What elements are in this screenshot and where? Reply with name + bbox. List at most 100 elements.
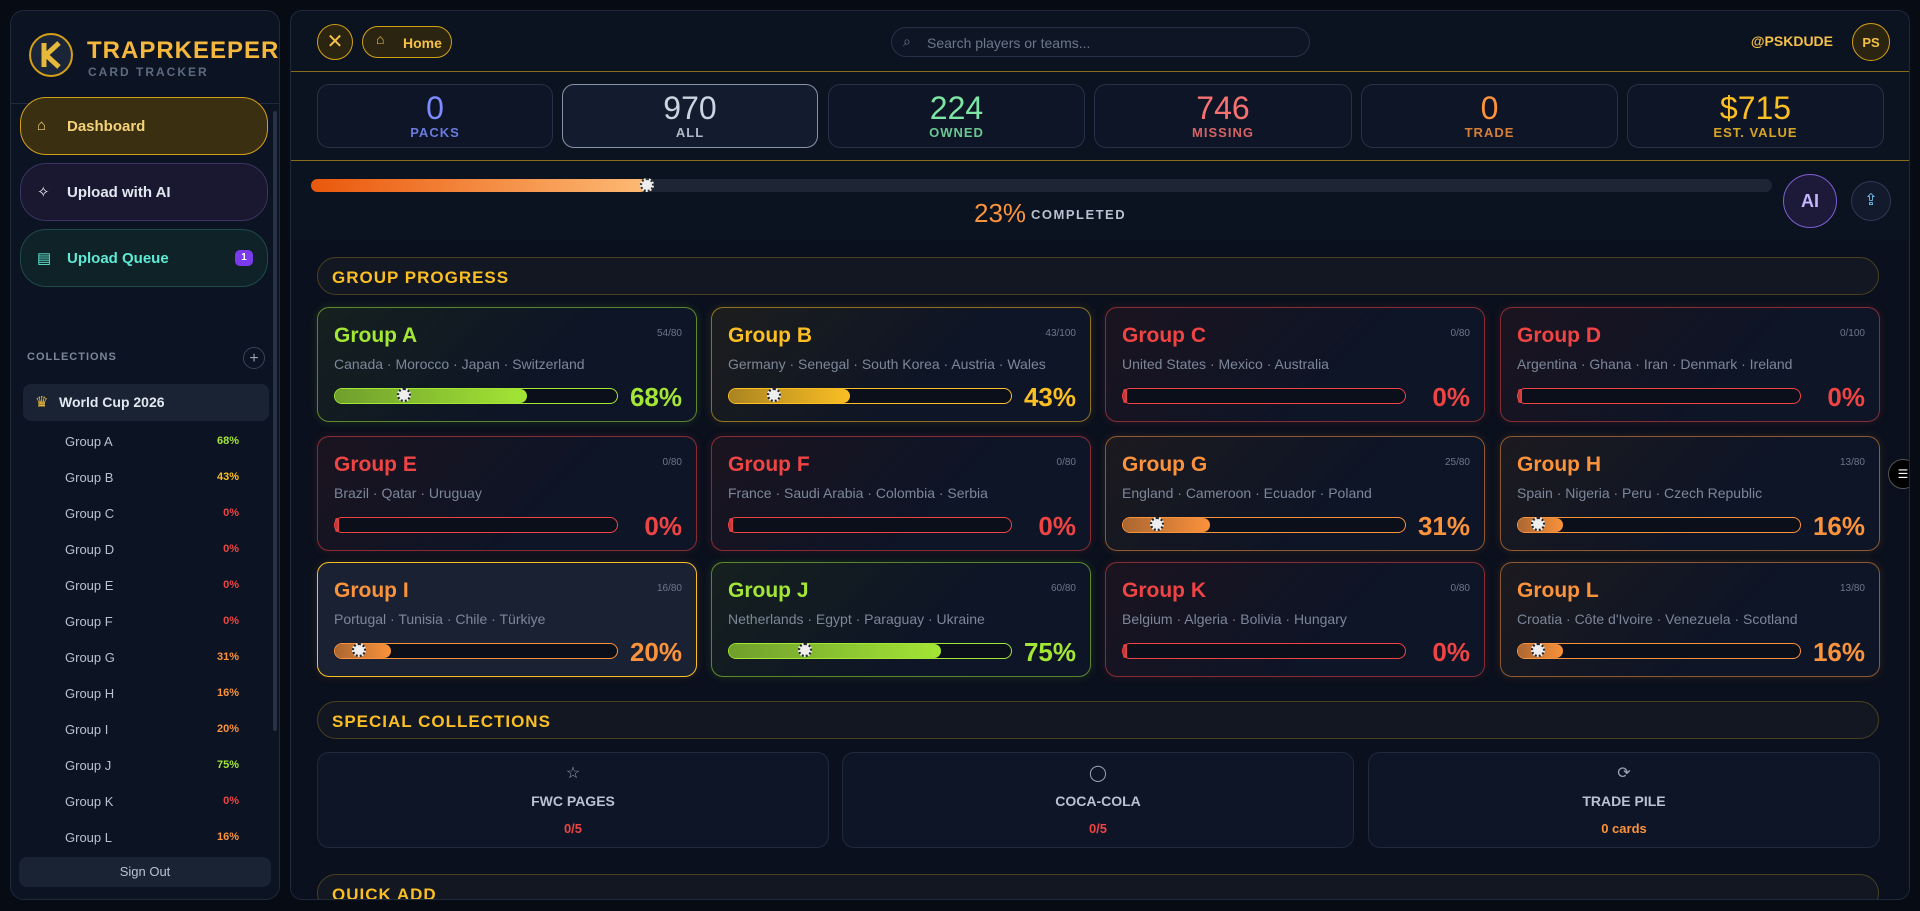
nav-item[interactable]: Upload Queue: [20, 229, 268, 287]
group-bar-fill: [729, 389, 851, 403]
group-teams: United States · Mexico · Australia: [1122, 356, 1329, 372]
sidebar-group[interactable]: Group E: [65, 578, 114, 593]
sidebar-group[interactable]: Group G: [65, 650, 115, 665]
group-pct: 0%: [644, 511, 682, 541]
badge: 1: [235, 250, 253, 266]
group-teams: England · Cameroon · Ecuador · Poland: [1122, 485, 1372, 501]
home-button[interactable]: Home: [362, 26, 452, 58]
group-pct: 75%: [1023, 637, 1076, 667]
sidebar-group[interactable]: Group J: [65, 758, 112, 773]
sidebar-group[interactable]: Group K: [65, 794, 114, 809]
sidebar-group-pct: 31%: [216, 651, 239, 663]
group-card[interactable]: Group F 0/80 France · Saudi Arabia · Colom…: [711, 436, 1091, 551]
ai-button[interactable]: AI: [1783, 174, 1837, 228]
home-icon: ⌂: [376, 31, 385, 47]
group-count: 16/80: [656, 583, 682, 594]
group-bar-fill: [729, 644, 941, 658]
collection-row[interactable]: World Cup 2026: [23, 384, 269, 421]
sidebar-group[interactable]: Group I: [65, 722, 109, 737]
group-card[interactable]: Group B 43/100 Germany · Senegal · South K…: [711, 307, 1091, 422]
nav-item[interactable]: Dashboard: [20, 97, 268, 155]
special-card[interactable]: ☆ FWC PAGES 0/5: [317, 752, 829, 848]
group-bar-fill: [1123, 518, 1211, 532]
group-card[interactable]: Group H 13/80 Spain · Nigeria · Peru · Cze…: [1500, 436, 1880, 551]
group-bar-fill: [1518, 389, 1523, 403]
stat-value: 746: [1196, 90, 1250, 126]
group-teams: Germany · Senegal · South Korea · Austri…: [728, 356, 1046, 372]
special-title: COCA-COLA: [1055, 793, 1141, 809]
sidebar-group-pct: 75%: [216, 759, 239, 771]
stat-box[interactable]: 224 OWNED: [828, 84, 1085, 148]
group-count: 0/80: [1450, 328, 1470, 339]
stat-box[interactable]: $715 EST. VALUE: [1627, 84, 1884, 148]
sidebar-group[interactable]: Group F: [65, 614, 113, 629]
special-value: 0/5: [563, 821, 583, 836]
group-card[interactable]: Group C 0/80 United States · Mexico · Aust…: [1105, 307, 1485, 422]
group-card[interactable]: Group I 16/80 Portugal · Tunisia · Chile ·…: [317, 562, 697, 677]
group-name: Group A: [334, 324, 418, 347]
group-teams: Netherlands · Egypt · Paraguay · Ukraine: [728, 611, 985, 627]
sidebar-group[interactable]: Group B: [65, 470, 114, 485]
special-card[interactable]: ◯ COCA-COLA 0/5: [842, 752, 1354, 848]
group-card[interactable]: Group J 60/80 Netherlands · Egypt · Paragu…: [711, 562, 1091, 677]
group-card[interactable]: Group L 13/80 Croatia · Côte d'Ivoire · Ve…: [1500, 562, 1880, 677]
stat-label: PACKS: [410, 125, 460, 140]
group-bar-track: [1517, 517, 1801, 533]
sidebar-group-pct: 68%: [216, 435, 239, 447]
sidebar-group[interactable]: Group A: [65, 434, 113, 449]
group-pct: 20%: [629, 637, 682, 667]
special-title: FWC PAGES: [531, 793, 615, 809]
group-pct: 43%: [1023, 382, 1076, 412]
stat-value: 970: [663, 90, 717, 126]
search-input[interactable]: Search players or teams...: [891, 27, 1310, 57]
sidebar-group-pct: 0%: [223, 615, 239, 627]
group-teams: Argentina · Ghana · Iran · Denmark · Ire…: [1517, 356, 1793, 372]
sidebar-group[interactable]: Group D: [65, 542, 115, 557]
sign-out-button[interactable]: Sign Out: [19, 857, 271, 887]
group-pct: 0%: [1038, 511, 1076, 541]
sidebar-group[interactable]: Group C: [65, 506, 115, 521]
section-header[interactable]: SPECIAL COLLECTIONS: [317, 701, 1879, 739]
group-teams: Canada · Morocco · Japan · Switzerland: [334, 356, 585, 372]
stat-label: OWNED: [929, 125, 984, 140]
group-bar-fill: [729, 518, 734, 532]
nav-icon: ✧: [37, 184, 50, 201]
divider: [291, 71, 1909, 72]
group-teams: France · Saudi Arabia · Colombia · Serbi…: [728, 485, 988, 501]
group-card[interactable]: Group A 54/80 Canada · Morocco · Japan · S…: [317, 307, 697, 422]
section-header[interactable]: QUICK ADD: [317, 874, 1879, 899]
avatar[interactable]: PS: [1852, 23, 1890, 61]
group-name: Group H: [1517, 453, 1601, 476]
stat-label: TRADE: [1464, 125, 1515, 140]
group-card[interactable]: Group D 0/100 Argentina · Ghana · Iran · D…: [1500, 307, 1880, 422]
upload-button[interactable]: ⇪: [1851, 181, 1891, 221]
nav-icon: ▤: [37, 250, 52, 267]
floating-button[interactable]: ☰: [1888, 459, 1909, 489]
group-card[interactable]: Group G 25/80 England · Cameroon · Ecuador…: [1105, 436, 1485, 551]
stat-value: 224: [929, 90, 984, 126]
sidebar-group[interactable]: Group H: [65, 686, 115, 701]
group-count: 0/100: [1839, 328, 1865, 339]
stat-box[interactable]: 0 TRADE: [1361, 84, 1618, 148]
nav-item[interactable]: Upload with AI: [20, 163, 268, 221]
group-card[interactable]: Group E 0/80 Brazil · Qatar · Uruguay 0%: [317, 436, 697, 551]
special-icon: ◯: [1089, 765, 1107, 782]
group-pct: 16%: [1812, 637, 1865, 667]
add-collection[interactable]: +: [243, 347, 265, 369]
group-bar-track: [1122, 517, 1406, 533]
sidebar-group[interactable]: Group L: [65, 830, 112, 845]
group-card[interactable]: Group K 0/80 Belgium · Algeria · Bolivia ·…: [1105, 562, 1485, 677]
group-count: 25/80: [1444, 457, 1470, 468]
progress-track: [311, 178, 1772, 192]
stat-box[interactable]: 0 PACKS: [317, 84, 553, 148]
sidebar-group-pct: 20%: [216, 723, 239, 735]
ball-icon: [396, 388, 411, 402]
stat-box[interactable]: 746 MISSING: [1094, 84, 1352, 148]
stat-box[interactable]: 970 ALL: [562, 84, 818, 148]
logo: [29, 33, 73, 77]
special-card[interactable]: ⟳ TRADE PILE 0 cards: [1368, 752, 1880, 848]
close-button[interactable]: ✕: [317, 24, 353, 60]
tagline: CARD TRACKER: [88, 65, 209, 79]
username[interactable]: @PSKDUDE: [1750, 33, 1833, 49]
section-header[interactable]: GROUP PROGRESS: [317, 257, 1879, 295]
